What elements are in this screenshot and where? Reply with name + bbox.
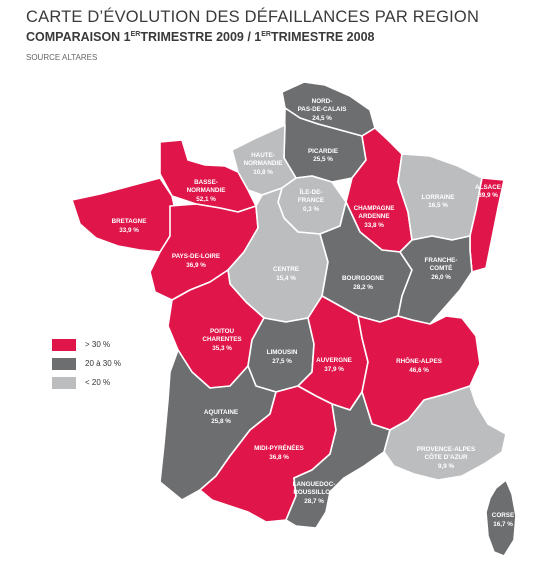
label-rhone-alpes: RHÔNE-ALPES 46,6 % xyxy=(396,356,442,374)
label-centre: CENTRE 15,4 % xyxy=(273,266,299,282)
legend-swatch-low xyxy=(52,376,76,389)
region-bretagne xyxy=(71,177,177,253)
label-alsace: ALSACE 39,9 % xyxy=(475,184,501,199)
region-franche-comte xyxy=(397,235,473,325)
label-languedoc-roussillon: LANGUEDOC-ROUSSILLON 28,7 % xyxy=(293,481,336,505)
label-limousin: LIMOUSIN 27,5 % xyxy=(267,349,298,365)
legend-swatch-high xyxy=(52,338,76,351)
region-alsace xyxy=(469,177,505,273)
legend-item-high: > 30 % xyxy=(52,338,121,351)
label-bourgogne: BOURGOGNE 28,2 % xyxy=(342,275,384,291)
region-labels: NORD-PAS-DE-CALAIS 24,5 % PICARDIE 25,5 % … xyxy=(112,98,515,528)
map-subtitle: COMPARAISON 1ERTRIMESTRE 2009 / 1ERTRIME… xyxy=(26,30,375,44)
label-ile-de-france: ÎLE-DE-FRANCE 0,3 % xyxy=(298,187,324,213)
legend-label-high: > 30 % xyxy=(85,340,111,349)
label-auvergne: AUVERGNE 37,9 % xyxy=(316,357,352,373)
label-poitou-charentes: POITOU CHARENTES 35,3 % xyxy=(202,328,241,352)
source-note: SOURCE ALTARES xyxy=(26,53,98,62)
region-provence-alpes-cote-dazur xyxy=(383,385,507,481)
legend-label-low: < 20 % xyxy=(85,378,111,387)
label-lorraine: LORRAINE 16,5 % xyxy=(422,194,455,209)
label-provence-alpes-cote-dazur: PROVENCE-ALPES CÔTE D’AZUR 9,9 % xyxy=(417,446,475,470)
legend-label-mid: 20 à 30 % xyxy=(85,359,122,368)
region-corse xyxy=(485,479,517,557)
label-midi-pyrenees: MIDI-PYRÉNÉES 36,8 % xyxy=(254,443,304,461)
region-languedoc-roussillon xyxy=(285,391,391,529)
label-basse-normandie: BASSE-NORMANDIE 52,1 % xyxy=(187,179,226,203)
map-title: CARTE D’ÉVOLUTION DES DÉFAILLANCES PAR R… xyxy=(26,8,480,26)
legend-swatch-mid xyxy=(52,357,76,370)
label-picardie: PICARDIE 25,5 % xyxy=(308,148,338,163)
label-bretagne: BRETAGNE 33,9 % xyxy=(112,218,147,234)
region-basse-normandie xyxy=(159,139,257,213)
label-haute-normandie: HAUTE-NORMANDIE 10,8 % xyxy=(244,152,283,176)
label-franche-comte: FRANCHE-COMTÉ 26,0 % xyxy=(425,257,458,281)
legend-item-low: < 20 % xyxy=(52,376,121,389)
label-corse: CORSE 16,7 % xyxy=(492,512,514,528)
label-pays-de-loire: PAYS-DE-LOIRE 36,9 % xyxy=(172,253,220,269)
label-champagne-ardenne: CHAMPAGNE ARDENNE 33,8 % xyxy=(354,205,395,229)
label-aquitaine: AQUITAINE 25,8 % xyxy=(204,409,238,425)
legend: > 30 % 20 à 30 % < 20 % xyxy=(52,338,121,395)
label-nord: NORD-PAS-DE-CALAIS 24,5 % xyxy=(298,98,347,122)
legend-item-mid: 20 à 30 % xyxy=(52,357,121,370)
